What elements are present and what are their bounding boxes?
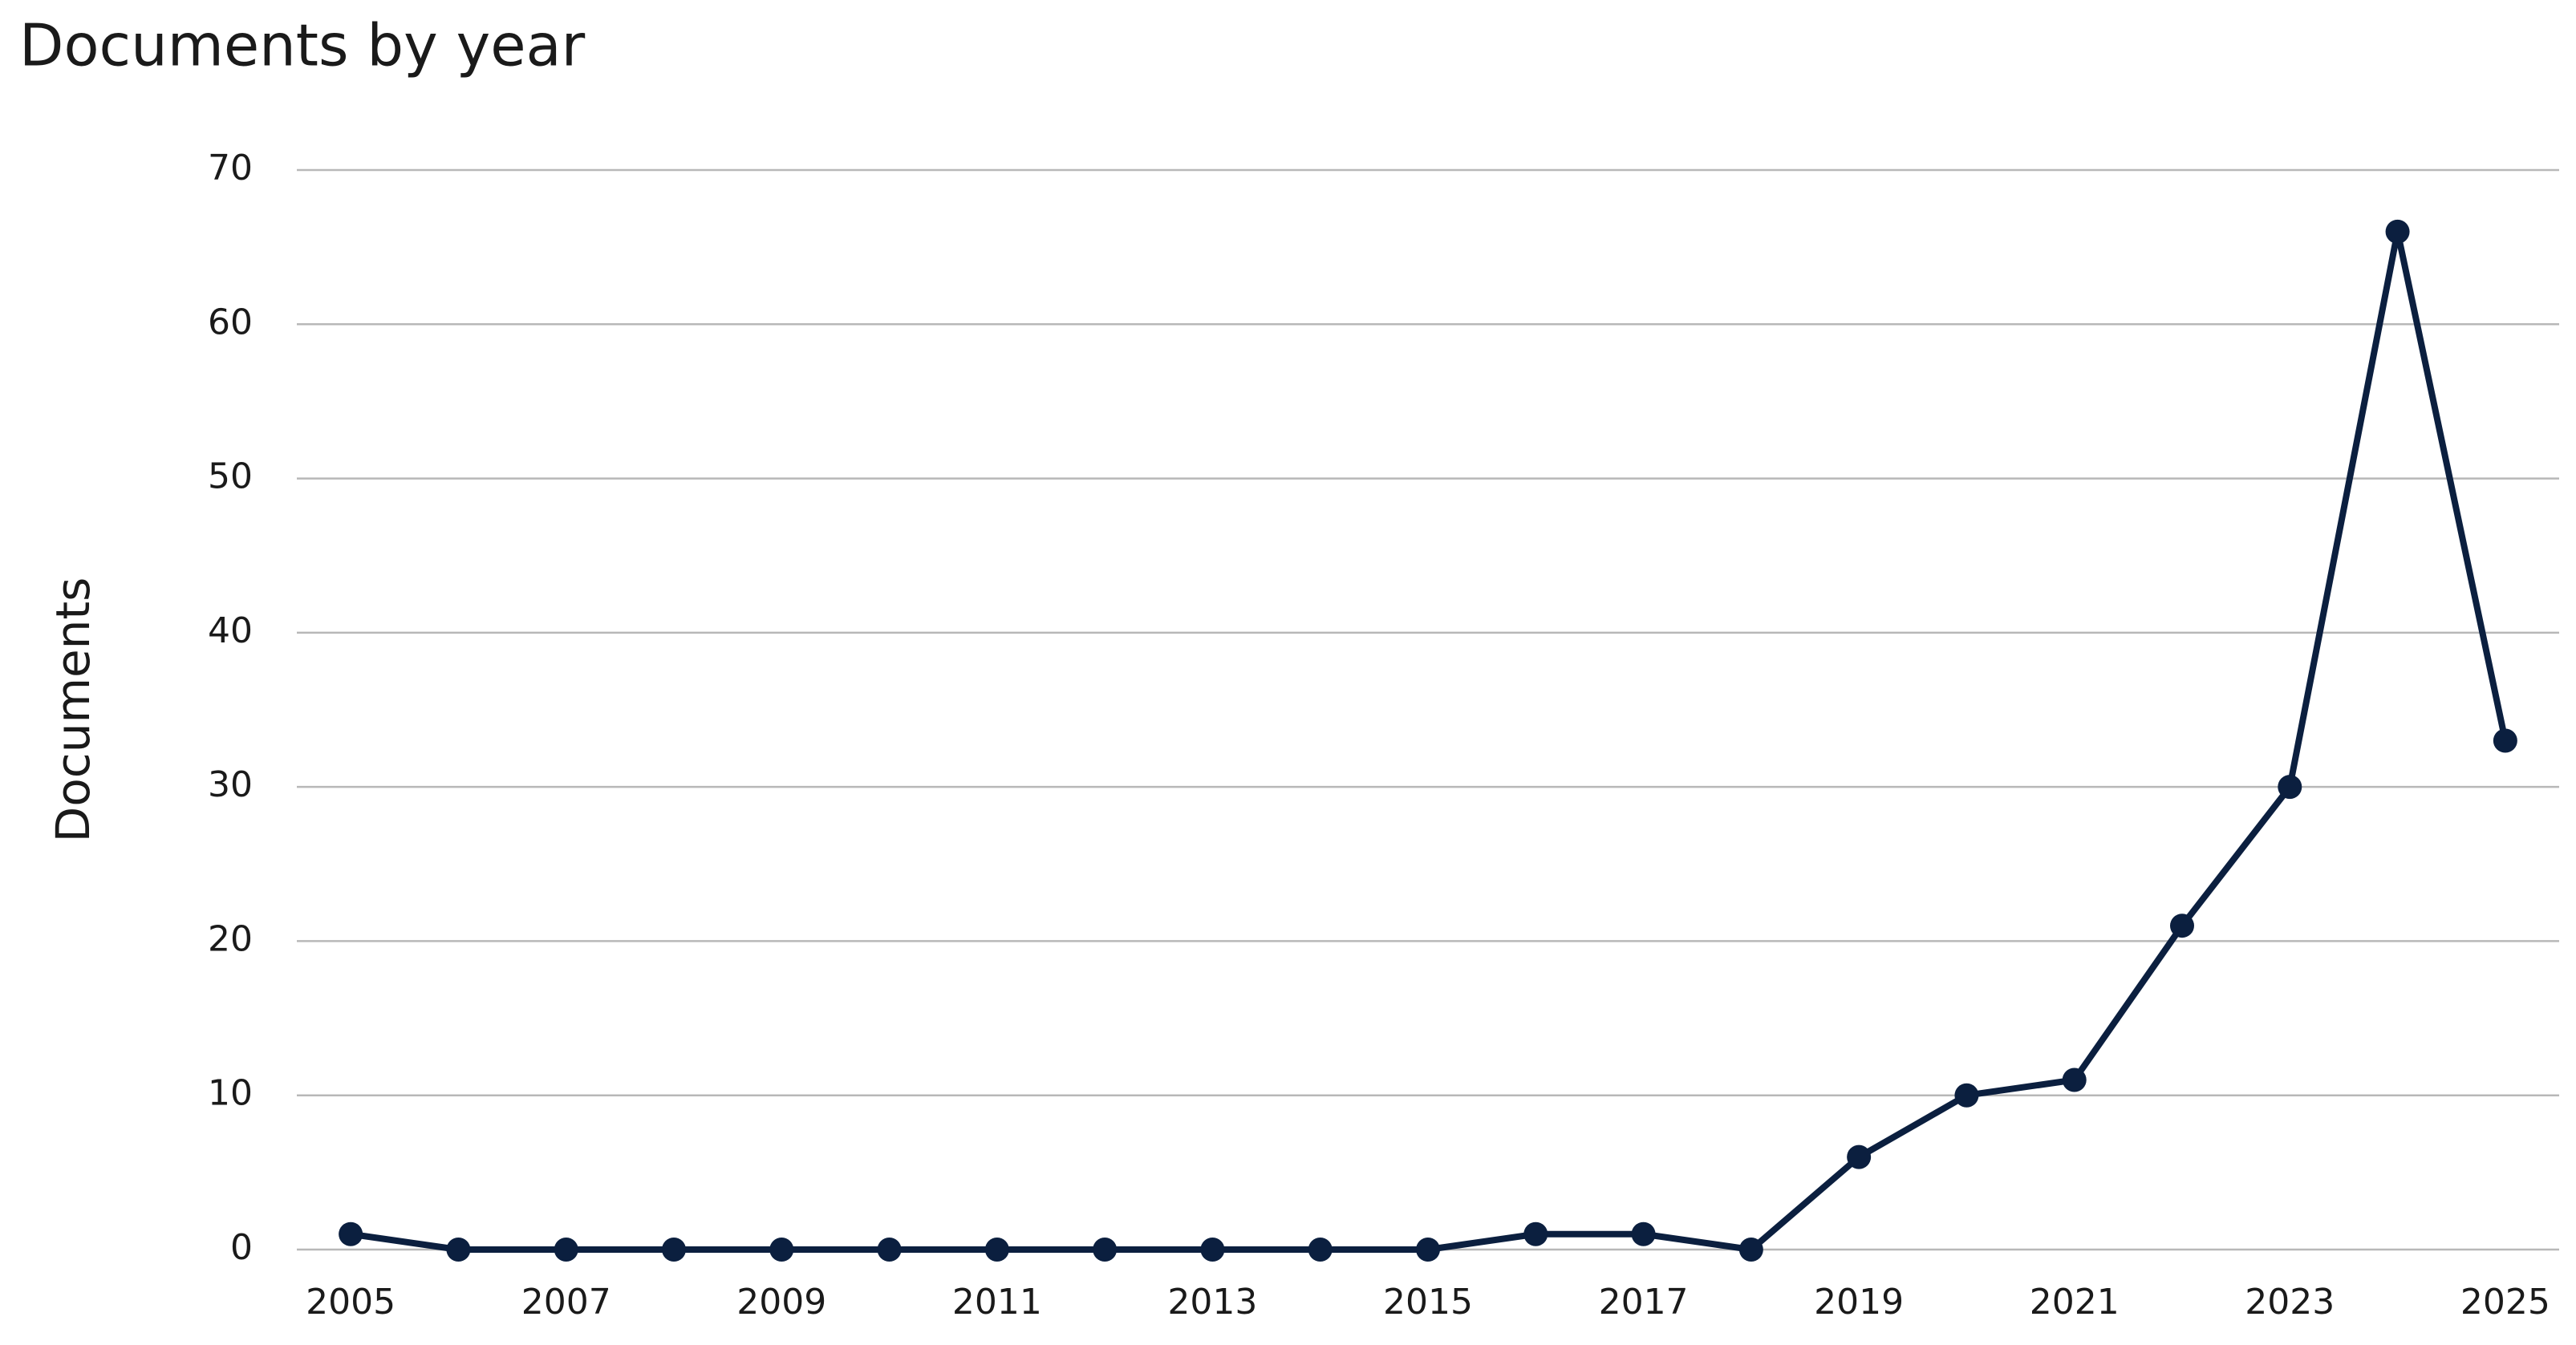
point [769, 1238, 794, 1262]
point [662, 1238, 686, 1262]
point [1523, 1221, 1548, 1246]
x-tick-label: 2023 [2245, 1282, 2335, 1323]
x-tick-label: 2011 [952, 1282, 1042, 1323]
point [1093, 1238, 1118, 1262]
chart-title: Documents by year [19, 12, 586, 79]
grid: 0 10 20 30 40 50 60 70 2005 2007 2009 2011 2013 2015 2… [208, 148, 2559, 1323]
x-tick-label: 2005 [306, 1282, 396, 1323]
y-tick-label: 20 [208, 918, 253, 959]
point [2385, 219, 2410, 244]
x-tick-label: 2017 [1599, 1282, 1689, 1323]
y-tick-label: 30 [208, 764, 253, 805]
point [554, 1238, 578, 1262]
y-tick-label: 50 [208, 456, 253, 497]
y-axis-label: Documents [46, 577, 100, 843]
plot [339, 219, 2517, 1262]
point [1847, 1144, 1872, 1169]
point [2493, 728, 2517, 753]
point [446, 1238, 471, 1262]
point [1416, 1238, 1440, 1262]
x-tick-label: 2015 [1383, 1282, 1473, 1323]
y-tick-label: 10 [208, 1073, 253, 1114]
x-tick-label: 2009 [736, 1282, 826, 1323]
point [1954, 1083, 1979, 1108]
x-tick-label: 2025 [2460, 1282, 2550, 1323]
point [339, 1221, 363, 1246]
x-tick-label: 2021 [2030, 1282, 2120, 1323]
point [2170, 914, 2194, 938]
line [350, 228, 2509, 1253]
x-tick-label: 2013 [1167, 1282, 1257, 1323]
y-tick-label: 0 [230, 1227, 253, 1268]
point [1738, 1238, 1763, 1262]
x-tick-label: 2019 [1814, 1282, 1904, 1323]
y-tick-label: 70 [208, 148, 253, 188]
point [2062, 1067, 2087, 1092]
y-tick-label: 40 [208, 610, 253, 651]
point [984, 1238, 1009, 1262]
x-tick-label: 2007 [521, 1282, 611, 1323]
point [1308, 1238, 1333, 1262]
point [877, 1238, 902, 1262]
point [1631, 1221, 1656, 1246]
point [1200, 1238, 1225, 1262]
point [2278, 775, 2302, 800]
y-tick-label: 60 [208, 302, 253, 342]
